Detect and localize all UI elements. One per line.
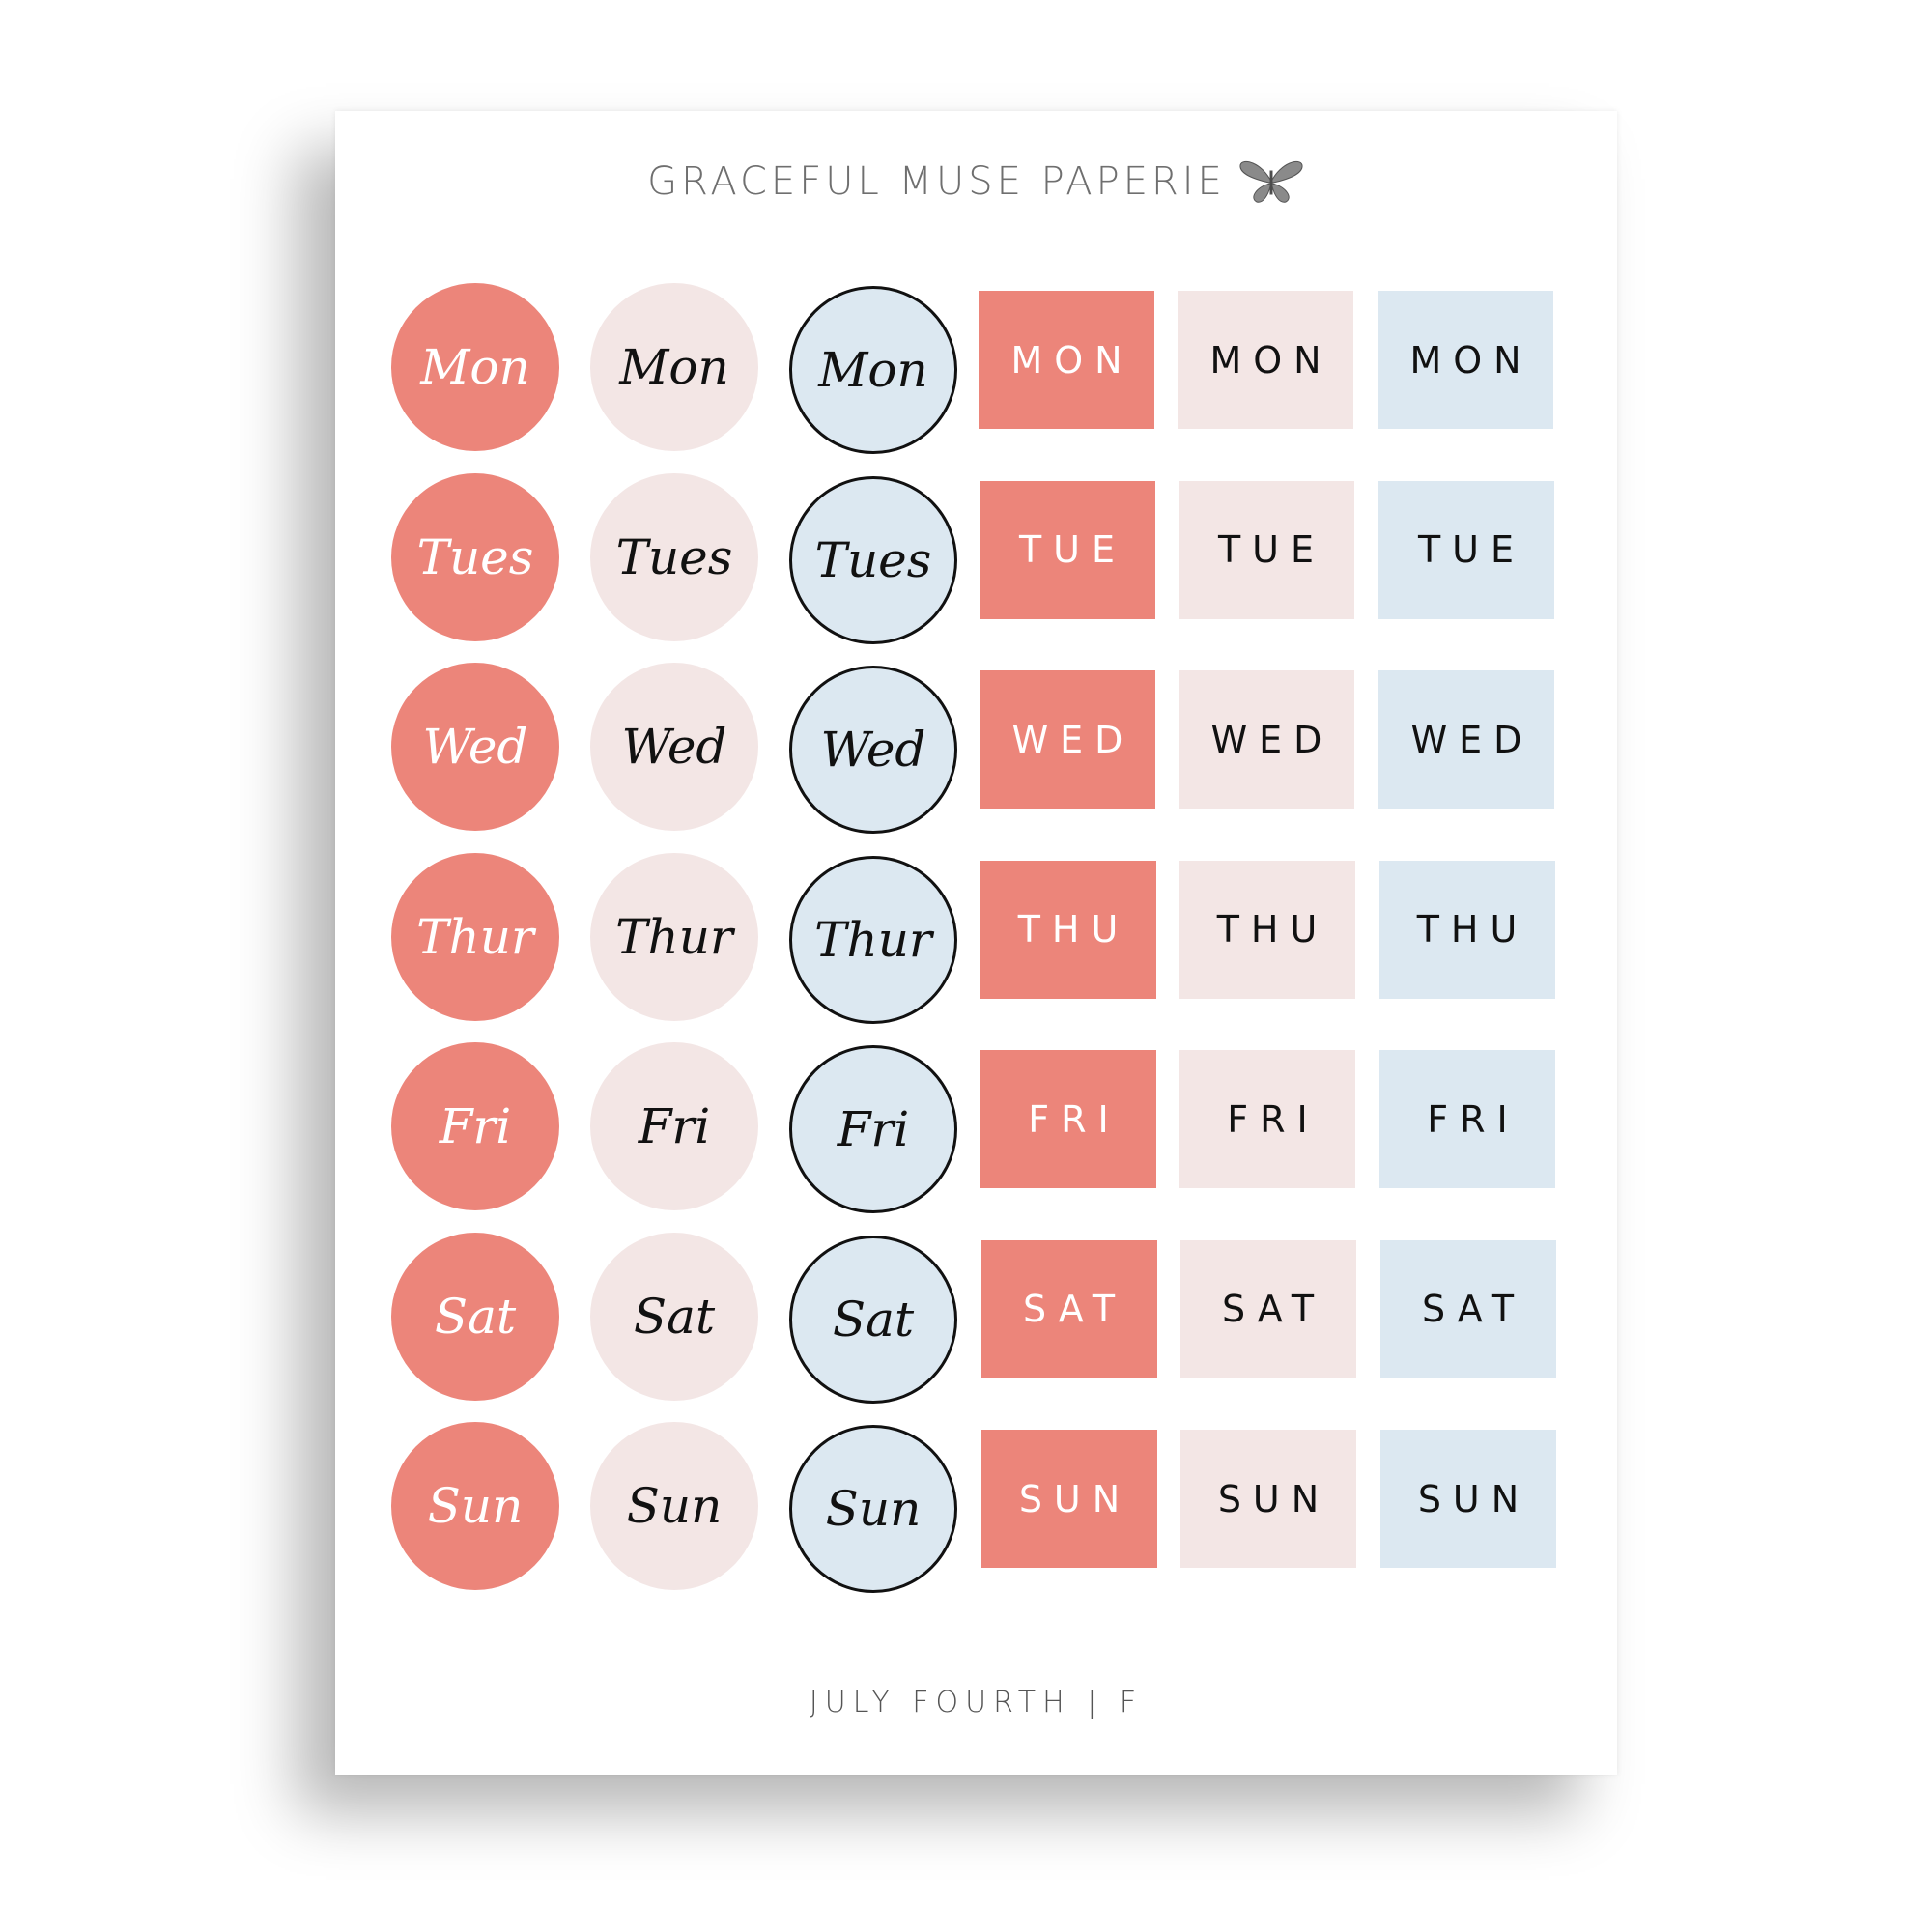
script-sticker-coral: Wed <box>391 663 559 831</box>
caps-sticker-coral: SUN <box>981 1430 1157 1568</box>
script-sticker-coral: Thur <box>391 852 559 1021</box>
caps-sticker-blush: FRI <box>1179 1050 1355 1188</box>
script-sticker-blue-outlined: Wed <box>789 666 957 834</box>
script-sticker-blush: Sat <box>590 1232 758 1401</box>
caps-sticker-coral: MON <box>979 291 1154 429</box>
sheet-footer: JULY FOURTH | F <box>809 1686 1144 1719</box>
script-sticker-blue-outlined: Sat <box>789 1235 957 1404</box>
caps-sticker-coral: THU <box>980 860 1156 999</box>
caps-sticker-blue: THU <box>1378 860 1555 999</box>
caps-sticker-blue: MON <box>1378 291 1553 429</box>
caps-sticker-blush: SAT <box>1179 1239 1356 1378</box>
caps-sticker-blue: FRI <box>1379 1050 1555 1188</box>
caps-sticker-blue: TUE <box>1378 480 1554 619</box>
script-sticker-blush: Sun <box>590 1422 758 1590</box>
script-sticker-blue-outlined: Sun <box>789 1425 957 1593</box>
caps-sticker-blue: SUN <box>1380 1430 1556 1568</box>
caps-sticker-blush: WED <box>1179 670 1354 809</box>
script-sticker-coral: Mon <box>391 283 559 451</box>
script-sticker-blush: Fri <box>590 1042 758 1210</box>
sticker-sheet: GRACEFUL MUSE PAPERIE JULY FOURTH | F Mo… <box>335 111 1617 1775</box>
script-sticker-blush: Mon <box>590 283 758 451</box>
script-sticker-blue-outlined: Thur <box>789 855 957 1024</box>
script-sticker-coral: Tues <box>391 472 559 641</box>
script-sticker-blue-outlined: Fri <box>789 1045 957 1213</box>
script-sticker-blue-outlined: Mon <box>789 286 957 454</box>
butterfly-icon <box>1239 160 1303 203</box>
brand-name: GRACEFUL MUSE PAPERIE <box>647 159 1226 204</box>
caps-sticker-blush: THU <box>1179 860 1355 999</box>
caps-sticker-blue: SAT <box>1379 1239 1556 1378</box>
script-sticker-blue-outlined: Tues <box>789 475 957 644</box>
caps-sticker-blush: TUE <box>1178 480 1354 619</box>
caps-sticker-blush: MON <box>1178 291 1353 429</box>
brand-header: GRACEFUL MUSE PAPERIE <box>335 157 1617 206</box>
caps-sticker-blush: SUN <box>1180 1430 1356 1568</box>
script-sticker-coral: Sun <box>391 1422 559 1590</box>
script-sticker-blush: Thur <box>590 852 758 1021</box>
script-sticker-coral: Fri <box>391 1042 559 1210</box>
script-sticker-blush: Wed <box>590 663 758 831</box>
caps-sticker-coral: SAT <box>980 1239 1157 1378</box>
caps-sticker-blue: WED <box>1378 670 1554 809</box>
caps-sticker-coral: WED <box>980 670 1155 809</box>
script-sticker-coral: Sat <box>391 1232 559 1401</box>
caps-sticker-coral: TUE <box>979 480 1155 619</box>
caps-sticker-coral: FRI <box>980 1050 1156 1188</box>
script-sticker-blush: Tues <box>590 472 758 641</box>
